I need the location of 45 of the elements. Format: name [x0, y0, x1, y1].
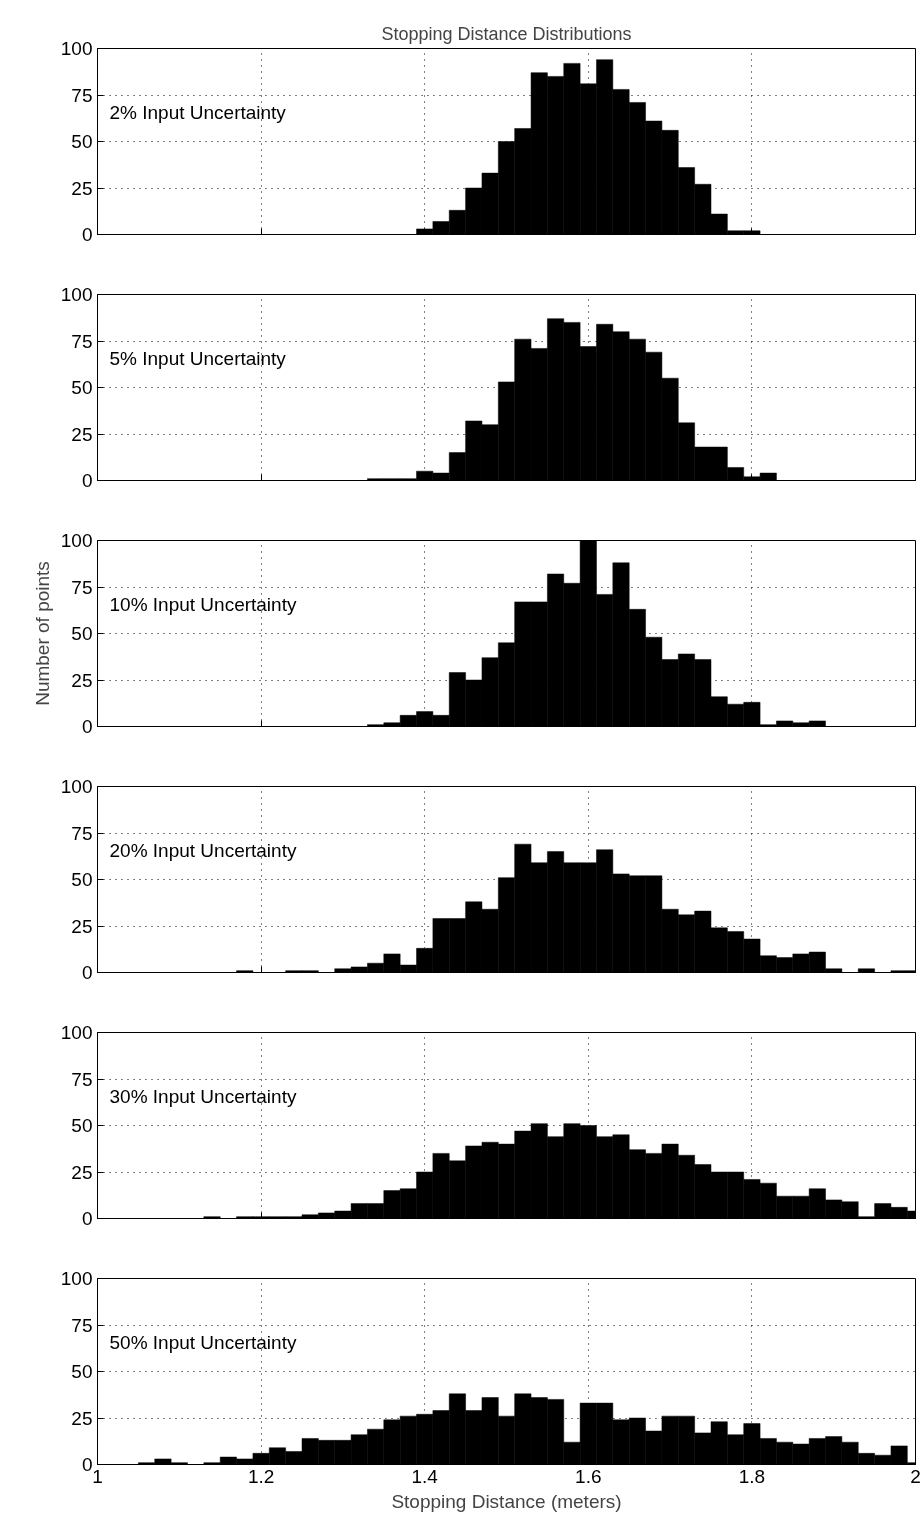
x-tick-label: 1.8: [738, 1465, 766, 1487]
chart-title: Stopping Distance Distributions: [381, 23, 632, 44]
y-tick-label: 25: [71, 669, 93, 691]
x-tick-label: 1.6: [575, 1465, 602, 1487]
y-axis-title: Number of points: [31, 561, 53, 706]
y-tick-label: 75: [71, 1068, 93, 1090]
y-tick-label: 25: [71, 1407, 93, 1429]
y-tick-label: 75: [71, 576, 93, 598]
y-tick-label: 25: [71, 423, 93, 445]
y-tick-label: 25: [71, 1161, 93, 1183]
annotation: 30% Input Uncertainty: [109, 1085, 297, 1107]
x-tick-label: 1.4: [411, 1465, 439, 1487]
x-tick-label: 1.2: [247, 1465, 275, 1487]
y-tick-label: 25: [71, 177, 93, 199]
y-tick-label: 50: [71, 377, 93, 398]
y-tick-label: 25: [71, 915, 93, 937]
y-tick-label: 50: [71, 623, 93, 644]
annotation: 2% Input Uncertainty: [109, 101, 287, 123]
y-tick-label: 100: [60, 776, 93, 797]
x-tick-label: 1: [92, 1465, 103, 1487]
y-tick-label: 75: [71, 84, 93, 106]
y-tick-label: 50: [71, 1115, 93, 1136]
x-axis-title: Stopping Distance (meters): [391, 1490, 622, 1512]
y-tick-label: 0: [81, 470, 93, 491]
y-tick-label: 50: [71, 869, 93, 890]
annotation: 20% Input Uncertainty: [109, 839, 297, 861]
y-tick-label: 0: [81, 1208, 93, 1229]
y-tick-label: 100: [60, 1268, 93, 1289]
y-tick-label: 100: [60, 1022, 93, 1043]
y-tick-label: 100: [60, 530, 93, 551]
y-tick-label: 0: [81, 1454, 93, 1475]
y-tick-label: 75: [71, 822, 93, 844]
annotation: 5% Input Uncertainty: [109, 347, 287, 369]
y-tick-label: 75: [71, 330, 93, 352]
annotation: 10% Input Uncertainty: [109, 593, 297, 615]
y-tick-label: 0: [81, 716, 93, 737]
y-tick-label: 75: [71, 1314, 93, 1336]
y-tick-label: 0: [81, 962, 93, 983]
y-tick-label: 100: [60, 38, 93, 59]
x-tick-label: 2: [910, 1465, 921, 1487]
y-tick-label: 100: [60, 284, 93, 305]
y-tick-label: 0: [81, 224, 93, 245]
y-tick-label: 50: [71, 131, 93, 152]
annotation: 50% Input Uncertainty: [109, 1331, 297, 1353]
y-tick-label: 50: [71, 1361, 93, 1382]
